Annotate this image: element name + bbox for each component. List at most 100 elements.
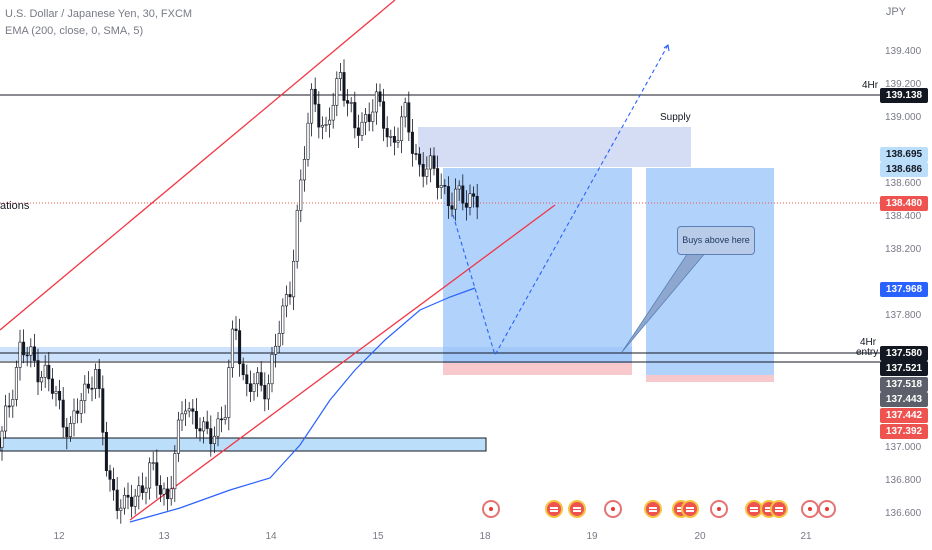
candle-body bbox=[292, 260, 296, 298]
candle-body bbox=[324, 124, 328, 126]
candle-body bbox=[389, 136, 393, 138]
candle-body bbox=[18, 341, 22, 368]
candle-body bbox=[83, 383, 87, 401]
us-event-icon[interactable] bbox=[568, 500, 586, 518]
x-tick-label: 20 bbox=[694, 531, 706, 542]
candle-body bbox=[144, 487, 148, 493]
candle-body bbox=[230, 328, 234, 368]
candle-body bbox=[14, 367, 18, 400]
x-tick-label: 19 bbox=[586, 531, 598, 542]
x-tick-label: 18 bbox=[479, 531, 491, 542]
candle-body bbox=[115, 489, 119, 511]
price-tag: 137.521 bbox=[880, 361, 928, 376]
y-tick-label: 139.000 bbox=[885, 111, 922, 123]
candle-body bbox=[310, 88, 314, 124]
candle-body bbox=[450, 205, 454, 210]
candle-body bbox=[396, 140, 400, 143]
projection-arrowhead bbox=[663, 44, 670, 52]
candle-body bbox=[119, 507, 123, 511]
candle-body bbox=[367, 114, 371, 122]
price-tag: 137.518 bbox=[880, 377, 928, 392]
jp-event-icon[interactable] bbox=[710, 500, 728, 518]
candle-body bbox=[335, 78, 339, 106]
y-tick-label: 138.400 bbox=[885, 210, 922, 222]
candle-body bbox=[356, 127, 360, 136]
candle-body bbox=[306, 122, 310, 160]
price-tag: 137.580 bbox=[880, 346, 928, 361]
candle-body bbox=[90, 387, 94, 390]
candle-body bbox=[400, 116, 404, 141]
candle-body bbox=[259, 372, 263, 386]
candle-body bbox=[169, 488, 173, 500]
candle-body bbox=[108, 470, 112, 480]
candle-body bbox=[371, 111, 375, 122]
candle-body bbox=[284, 294, 288, 307]
candle-body bbox=[425, 168, 429, 177]
candle-body bbox=[446, 186, 450, 207]
candle-body bbox=[76, 410, 80, 414]
ema-line bbox=[129, 287, 476, 523]
long-position-1-stop bbox=[443, 363, 632, 375]
y-tick-label: 139.200 bbox=[885, 78, 922, 90]
jp-event-icon[interactable] bbox=[801, 500, 819, 518]
candle-body bbox=[194, 411, 198, 429]
candle-body bbox=[11, 399, 15, 407]
candle-body bbox=[151, 462, 155, 464]
candle-body bbox=[338, 72, 342, 79]
candle-body bbox=[241, 363, 245, 376]
x-tick-label: 12 bbox=[53, 531, 65, 542]
us-event-icon[interactable] bbox=[770, 500, 788, 518]
candle-body bbox=[61, 399, 65, 428]
candle-body bbox=[162, 488, 166, 495]
candle-body bbox=[94, 369, 98, 389]
candle-body bbox=[454, 188, 458, 210]
candle-body bbox=[342, 72, 346, 101]
candle-body bbox=[22, 341, 26, 356]
candle-body bbox=[328, 119, 332, 125]
candle-body bbox=[184, 410, 188, 415]
zones-layer bbox=[0, 127, 774, 452]
price-tag: 138.480 bbox=[880, 196, 928, 211]
candle-body bbox=[374, 91, 378, 113]
truncated-annotation: ations bbox=[0, 200, 30, 212]
us-event-icon[interactable] bbox=[681, 500, 699, 518]
candle-body bbox=[302, 159, 306, 181]
candle-body bbox=[414, 153, 418, 155]
candle-body bbox=[140, 485, 144, 493]
jp-event-icon[interactable] bbox=[604, 500, 622, 518]
candle-body bbox=[418, 153, 422, 165]
candle-body bbox=[68, 423, 72, 437]
candle-body bbox=[58, 390, 62, 401]
candle-body bbox=[180, 413, 184, 421]
candle-body bbox=[202, 421, 206, 432]
jp-event-icon[interactable] bbox=[818, 500, 836, 518]
y-tick-label: 138.200 bbox=[885, 243, 922, 255]
us-event-icon[interactable] bbox=[644, 500, 662, 518]
us-event-icon[interactable] bbox=[545, 500, 563, 518]
candle-body bbox=[212, 435, 216, 445]
candle-body bbox=[392, 136, 396, 143]
long-position-1-profit bbox=[443, 168, 632, 363]
candle-body bbox=[299, 179, 303, 211]
candle-body bbox=[443, 185, 447, 187]
buys-callout[interactable]: Buys above here bbox=[677, 226, 755, 255]
x-tick-label: 15 bbox=[372, 531, 384, 542]
candle-body bbox=[72, 410, 76, 424]
candle-body bbox=[0, 430, 4, 448]
candle-body bbox=[7, 405, 11, 408]
candle-body bbox=[187, 408, 191, 412]
candle-body bbox=[126, 494, 130, 498]
candle-body bbox=[436, 168, 440, 188]
candle-body bbox=[173, 453, 177, 490]
candle-body bbox=[313, 88, 317, 105]
level-4hr-bottom-label: 4Hr bbox=[860, 337, 877, 348]
candle-body bbox=[457, 185, 461, 190]
candle-body bbox=[475, 196, 479, 208]
x-tick-label: 21 bbox=[800, 531, 812, 542]
candle-body bbox=[86, 383, 90, 389]
price-tag: 138.686 bbox=[880, 162, 928, 177]
jp-event-icon[interactable] bbox=[482, 500, 500, 518]
candle-body bbox=[320, 124, 324, 128]
